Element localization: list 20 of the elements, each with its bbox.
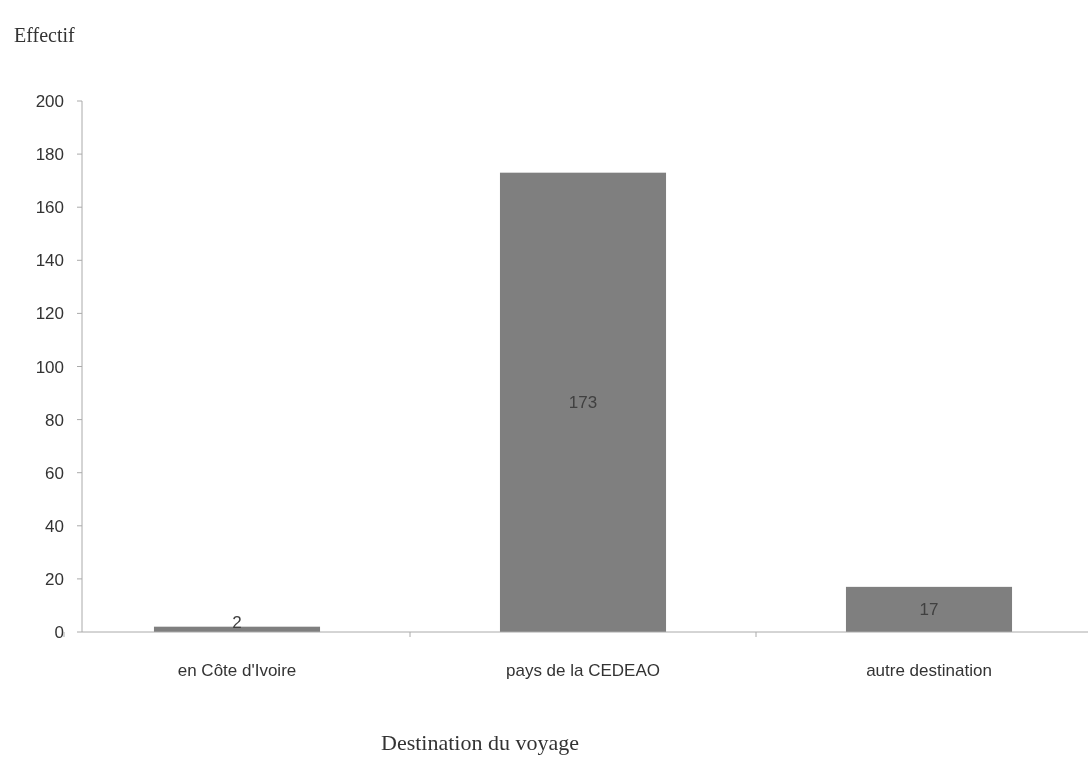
y-tick-label: 0 bbox=[54, 623, 64, 642]
y-tick-label: 180 bbox=[35, 145, 64, 165]
y-tick-label: 120 bbox=[35, 304, 64, 324]
bar bbox=[845, 586, 1013, 632]
y-tick-label: 100 bbox=[35, 357, 64, 377]
y-tick-label: 80 bbox=[45, 410, 64, 430]
x-tick-label: pays de la CEDEAO bbox=[505, 661, 661, 680]
x-tick-label: en Côte d'Ivoire bbox=[177, 661, 297, 680]
y-tick-label: 140 bbox=[35, 251, 64, 271]
y-tick-label: 20 bbox=[45, 569, 64, 589]
x-tick-label: autre destination bbox=[866, 661, 992, 680]
data-label: 17 bbox=[919, 600, 939, 620]
y-tick-label: 160 bbox=[35, 198, 64, 218]
bar bbox=[499, 172, 667, 632]
x-axis-title: Destination du voyage bbox=[381, 730, 579, 755]
y-tick-label: 60 bbox=[45, 463, 64, 483]
data-label: 173 bbox=[568, 393, 598, 413]
y-tick-label: 40 bbox=[45, 516, 64, 536]
y-tick-label: 200 bbox=[35, 92, 64, 111]
y-axis-title: Effectif bbox=[14, 24, 76, 46]
